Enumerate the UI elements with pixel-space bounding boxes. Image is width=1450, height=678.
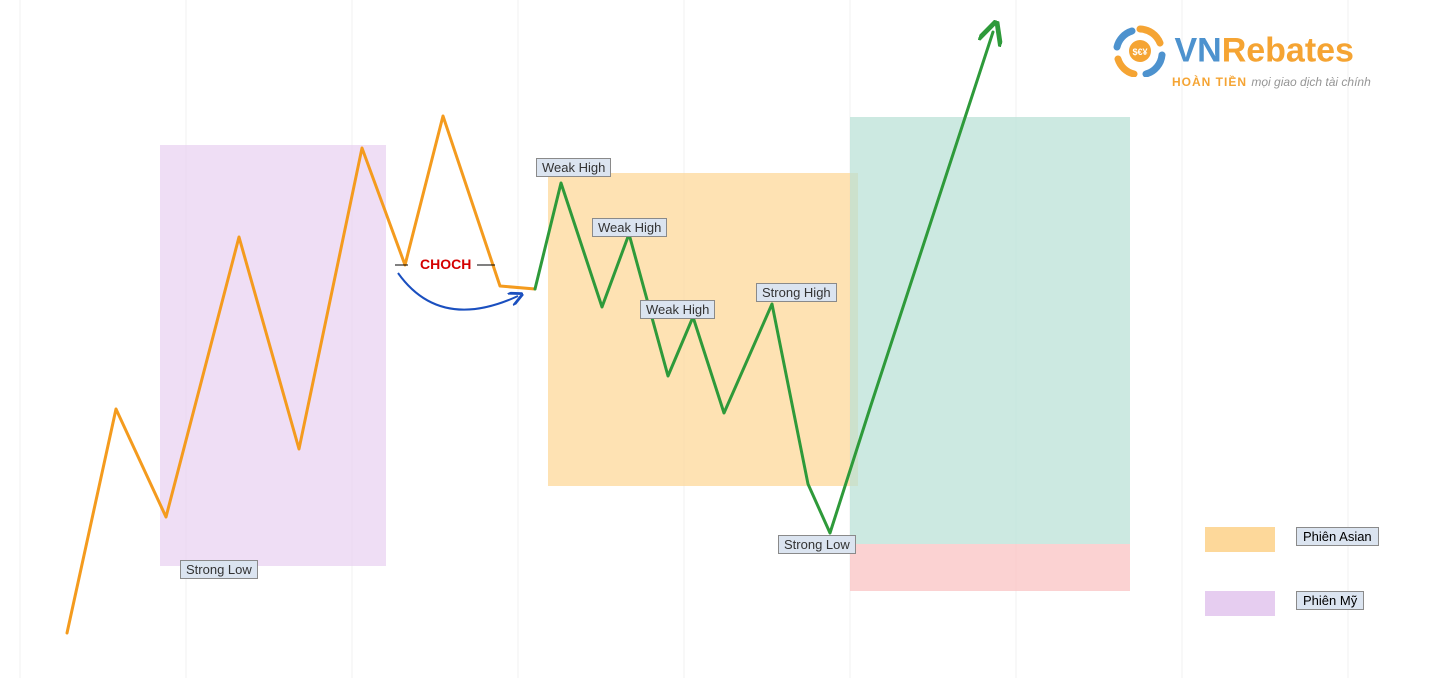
- swing-label: Strong Low: [180, 560, 258, 579]
- swing-label: Weak High: [592, 218, 667, 237]
- diagram-stage: CHOCH Strong Low Weak High Weak High Weak H…: [0, 0, 1450, 678]
- swing-label: Weak High: [640, 300, 715, 319]
- legend-swatch: [1205, 591, 1275, 616]
- legend-swatch: [1205, 527, 1275, 552]
- legend-label: Phiên Asian: [1296, 527, 1379, 546]
- swing-label: Strong Low: [778, 535, 856, 554]
- swing-label: Strong High: [756, 283, 837, 302]
- svg-text:$€¥: $€¥: [1132, 47, 1147, 57]
- choch-label: CHOCH: [420, 256, 471, 272]
- swing-label: Weak High: [536, 158, 611, 177]
- watermark-logo: $€¥ VNRebates HOÀN TIỀN mọi giao dịch tà…: [1110, 25, 1371, 89]
- legend-label: Phiên Mỹ: [1296, 591, 1364, 610]
